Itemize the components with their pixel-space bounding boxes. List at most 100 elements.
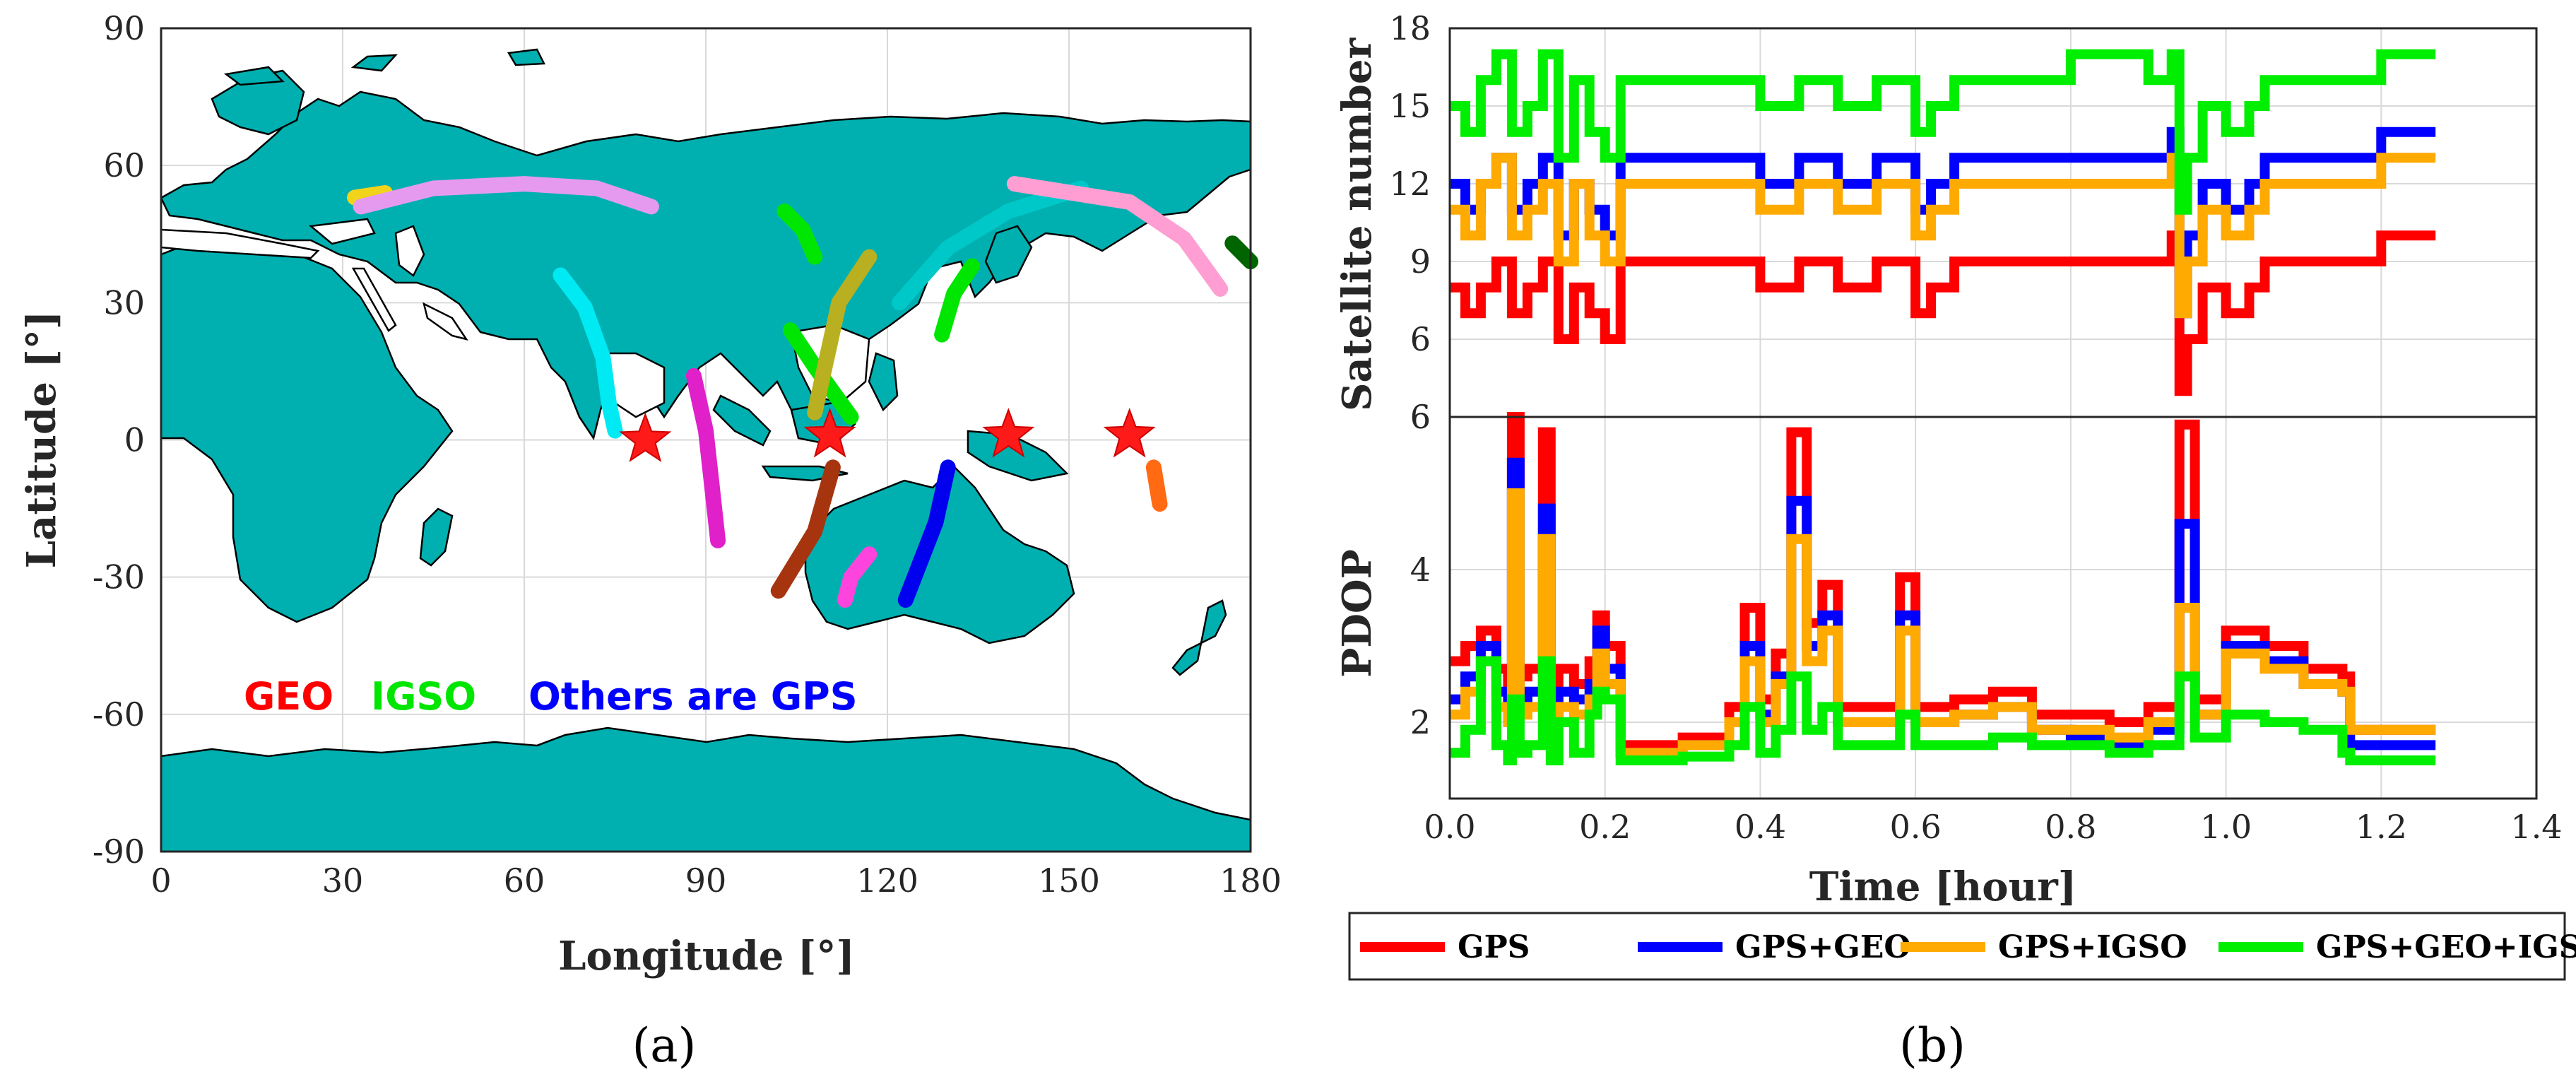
map-xtick-label: 60 — [504, 861, 545, 900]
map-xtick-label: 0 — [150, 861, 171, 900]
map-xtick-label: 180 — [1219, 861, 1282, 900]
map-tick-labels: 0 30 60 90 120 150 180 90 60 30 0 -30 -60 -90 — [93, 9, 1282, 900]
geo-satellite-star — [803, 408, 856, 458]
pdop-series — [1450, 412, 2436, 765]
land-africa — [160, 239, 454, 623]
geo-satellite-stars — [619, 408, 1156, 462]
land-eurasia — [160, 90, 1252, 441]
land-philippines — [868, 352, 899, 412]
map-ytick-label: 30 — [103, 283, 145, 322]
legend-igso: IGSO — [371, 674, 476, 719]
panel-b-legend-items: GPS GPS+GEO GPS+IGSO GPS+GEO+IGSO — [1360, 929, 2576, 965]
top-ytick-label: 6 — [1410, 320, 1431, 358]
ground-track — [347, 185, 393, 206]
top-ytick-label: 15 — [1389, 87, 1431, 125]
ground-tracks — [347, 176, 1258, 608]
b-xtick-label: 0.2 — [1579, 808, 1631, 846]
b-xtick-label: 1.2 — [2356, 808, 2407, 846]
satellite-number-line — [1450, 153, 2436, 319]
b-xtick-label: 1.0 — [2200, 808, 2252, 846]
satellite-number-line — [1450, 126, 2436, 319]
b-xtick-label: 0.4 — [1735, 808, 1786, 846]
map-ytick-label: 90 — [103, 9, 145, 47]
bottom-ytick-label: 6 — [1410, 398, 1431, 436]
land-svalbard — [507, 48, 545, 66]
caption-b: (b) — [1899, 1018, 1966, 1073]
top-ylabel: Satellite number — [1334, 37, 1381, 412]
caption-a: (a) — [632, 1018, 697, 1073]
map-ytick-label: 60 — [103, 146, 145, 184]
legend-label: GPS — [1458, 929, 1530, 965]
lake-caspian — [394, 225, 425, 277]
map-xtick-label: 150 — [1038, 861, 1100, 900]
land-new-zealand — [1200, 599, 1227, 645]
satellite-number-line — [1450, 49, 2436, 215]
land-antarctica — [160, 726, 1252, 853]
ground-track — [553, 267, 623, 439]
legend-label: GPS+IGSO — [1998, 929, 2187, 965]
land-madagascar — [419, 507, 454, 567]
time-xlabel: Time [hour] — [1809, 864, 2077, 910]
b-xtick-label: 1.4 — [2510, 808, 2562, 846]
land-new-zealand-south — [1171, 641, 1203, 676]
ground-track — [1224, 235, 1258, 270]
ground-track — [892, 180, 1089, 311]
land-australia — [804, 465, 1075, 644]
ground-track — [934, 258, 980, 343]
b-xtick-label: 0.6 — [1890, 808, 1942, 846]
sea-mediterranean — [160, 228, 320, 259]
top-ytick-label: 6 — [1410, 398, 1431, 436]
ground-track — [353, 176, 659, 215]
pdop-line — [1450, 412, 2436, 750]
legend-geo: GEO — [244, 674, 333, 719]
satellite-number-line — [1450, 230, 2436, 396]
sea-persian-gulf — [423, 302, 468, 341]
b-xtick-label: 0.0 — [1424, 808, 1475, 846]
legend-label: GPS+GEO — [1735, 929, 1911, 965]
ground-track — [782, 322, 859, 425]
map-ylabel: Latitude [°] — [18, 311, 65, 569]
map-ytick-label: 0 — [124, 421, 145, 459]
geo-satellite-star — [619, 412, 672, 462]
legend-gps: Others are GPS — [528, 674, 858, 719]
ground-track — [1006, 176, 1229, 297]
pdop-line — [1450, 457, 2436, 758]
b-xtick-label: 0.8 — [2045, 808, 2096, 846]
map-frame — [160, 27, 1252, 853]
legend-label: GPS+GEO+IGSO — [2316, 929, 2576, 965]
bottom-ytick-label: 2 — [1410, 703, 1431, 741]
map-xlabel: Longitude [°] — [558, 933, 855, 979]
geo-satellite-star — [1103, 408, 1156, 458]
top-ytick-label: 12 — [1389, 165, 1431, 203]
land-arctic-islands — [223, 66, 285, 86]
sea-red-sea — [351, 267, 397, 332]
land-masses — [160, 48, 1252, 853]
land-indonesia-1 — [712, 394, 772, 447]
top-ytick-label: 18 — [1389, 9, 1431, 47]
bottom-ylabel: PDOP — [1334, 549, 1381, 678]
geo-satellite-star — [982, 408, 1035, 458]
satellite-number-series — [1450, 49, 2436, 396]
ground-track — [807, 249, 878, 420]
ground-track — [685, 367, 726, 548]
land-japan — [984, 225, 1033, 284]
map-ytick-label: -90 — [93, 832, 145, 871]
land-novaya-zemlya — [350, 54, 398, 72]
ground-track — [776, 203, 823, 265]
ground-track — [897, 459, 956, 608]
pdop-line — [1450, 656, 2436, 765]
panel-a-map: 0 30 60 90 120 150 180 90 60 30 0 -30 -60 -90 GEO IGS… — [18, 9, 1282, 979]
ground-track — [770, 459, 841, 599]
top-ytick-label: 9 — [1410, 242, 1431, 281]
ground-track — [837, 546, 878, 608]
ground-track — [1145, 459, 1168, 512]
map-ytick-label: -60 — [93, 695, 145, 734]
bottom-ytick-label: 4 — [1410, 551, 1431, 589]
lake-black-sea — [308, 218, 376, 245]
map-xtick-label: 90 — [685, 861, 727, 900]
pdop-line — [1450, 488, 2436, 758]
map-xtick-label: 120 — [856, 861, 918, 900]
